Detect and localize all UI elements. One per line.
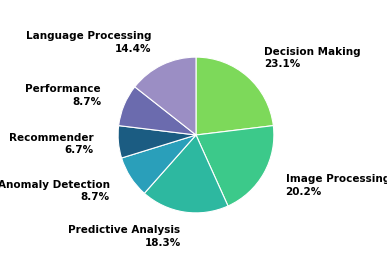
Text: Image Processing
20.2%: Image Processing 20.2% [286,174,387,197]
Wedge shape [135,57,196,135]
Text: Language Processing
14.4%: Language Processing 14.4% [26,31,151,54]
Wedge shape [196,57,273,135]
Wedge shape [119,87,196,135]
Wedge shape [118,126,196,158]
Wedge shape [122,135,196,193]
Wedge shape [144,135,228,213]
Text: Performance
8.7%: Performance 8.7% [26,84,101,107]
Text: Decision Making
23.1%: Decision Making 23.1% [264,47,361,69]
Text: Anomaly Detection
8.7%: Anomaly Detection 8.7% [0,180,110,202]
Wedge shape [196,126,274,206]
Text: Predictive Analysis
18.3%: Predictive Analysis 18.3% [68,225,181,248]
Text: Recommender
6.7%: Recommender 6.7% [9,133,94,155]
